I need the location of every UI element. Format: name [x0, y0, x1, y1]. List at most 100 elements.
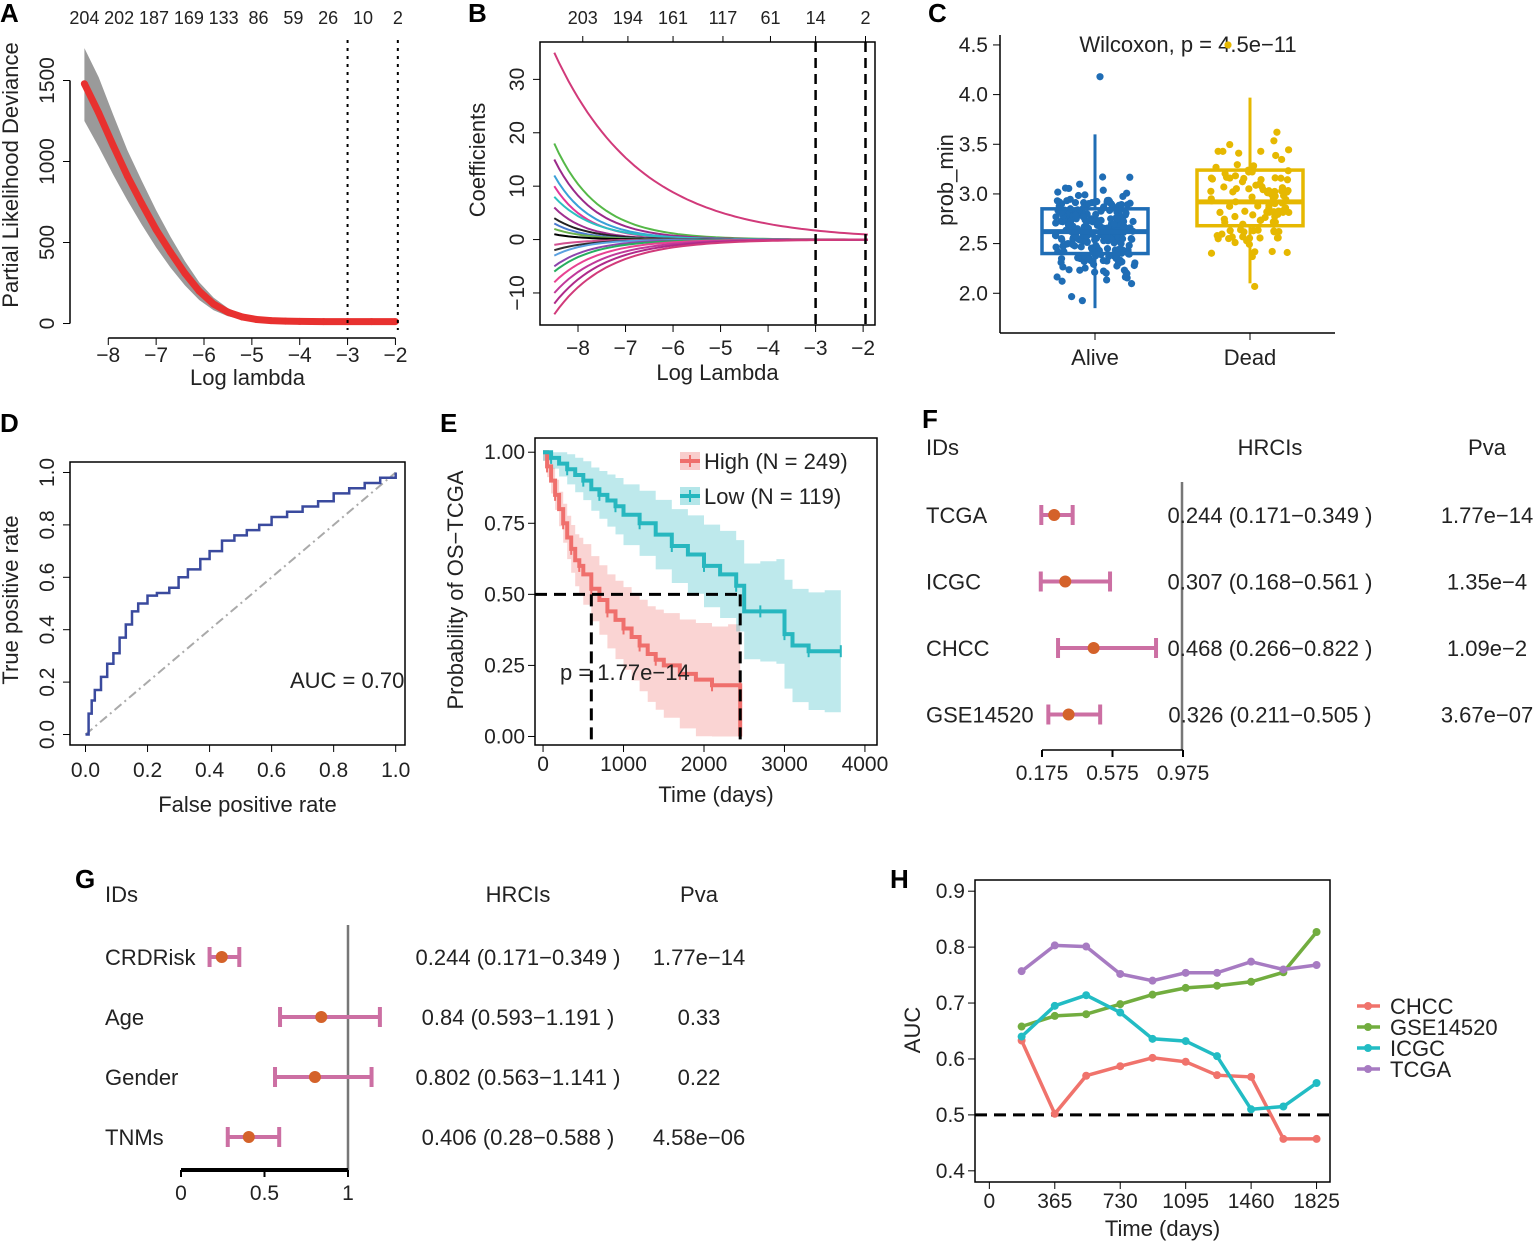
row-pvalue: 4.58e−06 [653, 1125, 745, 1150]
data-point [1071, 211, 1080, 219]
auc-point [1050, 1001, 1059, 1010]
row-pvalue: 1.35e−4 [1447, 570, 1527, 595]
header-ids: IDs [105, 882, 138, 907]
x-tick-label: −7 [144, 344, 168, 367]
header-hrcis: HRCIs [1238, 435, 1303, 460]
deviance-point [80, 80, 88, 88]
data-point [1099, 256, 1107, 265]
panel-e-label: E [440, 408, 457, 438]
km-confidence-band [543, 452, 741, 737]
data-point [1097, 223, 1105, 231]
hr-point [308, 1071, 321, 1083]
row-hrci: 0.802 (0.563−1.141 ) [416, 1065, 621, 1090]
deviance-point [181, 269, 189, 277]
x-tick-label: −8 [566, 337, 590, 360]
x-tick-label: 3000 [761, 753, 808, 776]
y-tick-label: 0.75 [484, 512, 525, 535]
data-point [1249, 162, 1258, 170]
data-point [1069, 241, 1077, 249]
data-point [1271, 218, 1279, 226]
header-ids: IDs [926, 435, 959, 460]
y-tick-label: 0 [506, 234, 529, 246]
auc-point [1279, 965, 1288, 974]
panel-label: G [75, 864, 95, 894]
y-axis-title: Partial Likelihood Deviance [0, 42, 23, 307]
panel-h: H 0 365 730 1095 1460 1825 0.4 0.5 0.6 0.7 0.8 0.9 Ti… [890, 864, 1498, 1241]
legend-label: ICGC [1390, 1036, 1445, 1061]
data-point [1053, 273, 1061, 281]
p-value-annotation: p = 1.77e−14 [560, 660, 690, 685]
hr-point [1059, 575, 1072, 588]
legend-label: Low (N = 119) [704, 484, 841, 509]
hr-point [215, 951, 228, 963]
x-tick-label: 0.0 [71, 759, 100, 782]
data-point [1231, 212, 1239, 221]
y-tick-label: 30 [506, 68, 529, 91]
data-point [1240, 174, 1248, 183]
data-point [1256, 234, 1264, 242]
y-tick-label: 0.9 [936, 880, 965, 903]
data-point [1113, 215, 1122, 223]
data-point [1283, 248, 1291, 257]
row-hrci: 0.307 (0.168−0.561 ) [1168, 570, 1373, 595]
data-point [1257, 216, 1265, 224]
x-tick-label: 1.0 [381, 759, 410, 782]
y-tick-label: 1.00 [484, 441, 525, 464]
data-point [1092, 234, 1101, 242]
plot-frame [534, 437, 878, 746]
top-tick-label: 61 [760, 8, 780, 28]
panel-b-label: B [468, 0, 487, 28]
x-tick-label: 1000 [600, 753, 647, 776]
data-point [1207, 187, 1215, 195]
hr-point [1048, 509, 1061, 521]
y-tick-label: 0.7 [936, 992, 965, 1015]
data-point [1126, 173, 1134, 181]
deviance-error-band [84, 48, 396, 322]
top-tick-label: 187 [139, 8, 169, 28]
y-axis-title: Probability of OS−TCGA [443, 470, 468, 709]
legend-label: TCGA [1390, 1057, 1451, 1082]
data-point [1278, 187, 1286, 195]
x-axis-title: Log Lambda [656, 360, 779, 385]
auc-point [1247, 957, 1256, 966]
auc-point [1181, 968, 1190, 977]
data-point [1059, 263, 1067, 271]
hr-point [242, 1131, 255, 1143]
y-tick-label: 0.5 [936, 1104, 965, 1127]
hr-point [1087, 642, 1100, 654]
data-point [1085, 200, 1093, 208]
row-pvalue: 3.67e−07 [1441, 703, 1533, 728]
data-point [1237, 226, 1245, 234]
data-point [1259, 186, 1267, 194]
km-confidence-band [543, 452, 841, 715]
auc-line [1020, 993, 1318, 1112]
category-label: Dead [1224, 345, 1277, 370]
top-tick-label: 133 [209, 8, 239, 28]
data-point [1272, 151, 1280, 160]
data-point [1216, 208, 1224, 216]
coef-path [553, 238, 868, 315]
deviance-point [253, 315, 261, 323]
deviance-point [391, 318, 399, 326]
auc-point [1116, 1062, 1125, 1071]
data-point [1081, 264, 1089, 272]
y-tick-label: 0.50 [484, 583, 525, 606]
row-hrci: 0.84 (0.593−1.191 ) [422, 1005, 615, 1030]
y-tick-label: 2.5 [959, 233, 988, 256]
data-point [1125, 241, 1133, 250]
y-tick-label: 1000 [36, 138, 59, 185]
auc-point [1082, 1071, 1091, 1080]
data-point [1081, 191, 1089, 199]
data-point [1277, 174, 1285, 182]
hr-point [315, 1011, 328, 1023]
auc-point [1247, 1105, 1256, 1114]
row-pvalue: 1.77e−14 [653, 945, 745, 970]
x-tick-label: 0.975 [1157, 762, 1210, 785]
data-point [1226, 202, 1234, 210]
x-tick-label: −5 [709, 337, 733, 360]
data-point [1054, 188, 1062, 196]
data-point [1207, 249, 1216, 257]
auc-line [1021, 930, 1318, 1029]
header-pva: Pva [1468, 435, 1507, 460]
